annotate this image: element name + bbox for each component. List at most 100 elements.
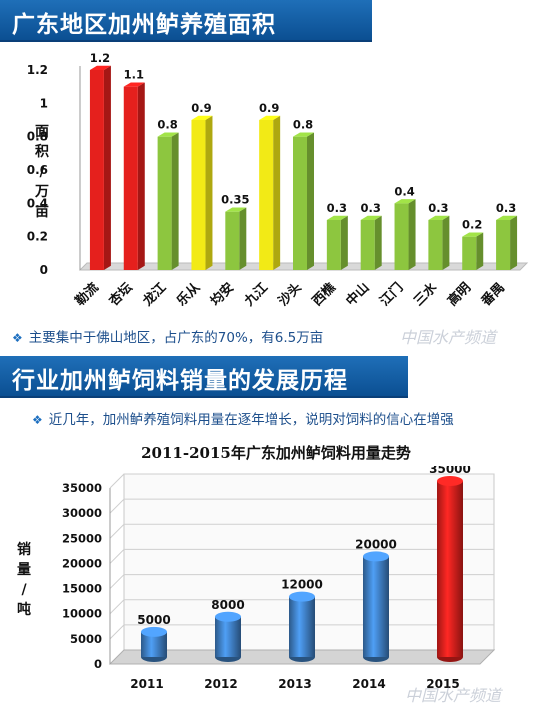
diamond-bullet-icon: ❖ <box>12 331 23 345</box>
bar-side <box>374 215 382 270</box>
y-tick-label: 0 <box>94 657 102 671</box>
bar <box>326 220 341 270</box>
y-axis-label-char: 吨 <box>17 601 31 618</box>
area-note-text: 主要集中于佛山地区，占广东的70%，有6.5万亩 <box>28 330 324 346</box>
bar-top <box>123 82 145 87</box>
data-label: 5000 <box>137 613 170 627</box>
y-axis-label-char: 销 <box>17 541 31 558</box>
area-title-bar: 广东地区加州鲈养殖面积 <box>0 0 372 42</box>
data-label: 0.8 <box>157 118 177 132</box>
x-tick-label: 高明 <box>444 280 474 310</box>
y-axis-label-char: 亩 <box>35 203 49 220</box>
y-tick-label: 0.2 <box>27 230 48 244</box>
bar <box>89 70 104 270</box>
x-tick-label: 2014 <box>352 677 385 691</box>
feed-chart-title: 2011-2015年广东加州鲈饲料用量走势 <box>141 444 411 462</box>
x-tick-label: 龙江 <box>140 280 170 310</box>
data-label: 0.3 <box>496 201 516 215</box>
y-tick-label: 30000 <box>62 506 102 520</box>
y-tick-label: 0.4 <box>27 196 48 210</box>
bar-side <box>103 65 111 270</box>
x-tick-label: 中山 <box>343 280 373 310</box>
x-tick-label: 2015 <box>426 677 459 691</box>
bar <box>496 220 511 270</box>
y-tick-label: 35000 <box>62 481 102 495</box>
data-label: 12000 <box>281 578 323 592</box>
y-tick-label: 0 <box>40 263 48 277</box>
bar-side <box>442 215 450 270</box>
data-label: 20000 <box>355 537 397 551</box>
feed-title: 行业加州鲈饲料销量的发展历程 <box>12 368 348 394</box>
bar <box>363 556 389 657</box>
data-label: 0.4 <box>394 184 414 198</box>
bar <box>360 220 375 270</box>
bar-top <box>360 215 382 220</box>
area-section: 广东地区加州鲈养殖面积 0 0.2 0.4 0.6 0.8 1 1.2 面积 / 万亩 1.2 勒流 1… <box>0 0 552 352</box>
y-axis-label-char: 积 <box>35 143 49 160</box>
bar-top <box>225 207 247 212</box>
bar <box>123 86 138 270</box>
data-label: 0.2 <box>462 218 482 232</box>
bar <box>225 211 240 270</box>
x-tick-label: 沙头 <box>275 280 305 310</box>
bar <box>157 136 172 270</box>
bar-top <box>462 232 484 237</box>
y-tick-label: 1.2 <box>27 63 48 77</box>
x-tick-label: 乐从 <box>174 280 204 310</box>
area-title: 广东地区加州鲈养殖面积 <box>12 12 276 38</box>
bar <box>428 220 443 270</box>
feed-section: 行业加州鲈饲料销量的发展历程 ❖ 近几年，加州鲈养殖饲料用量在逐年增长，说明对饲料… <box>0 356 552 709</box>
watermark: 中国水产频道 <box>400 328 497 347</box>
bar-top <box>259 115 281 120</box>
bar <box>394 203 409 270</box>
bar-side <box>171 132 179 270</box>
x-tick-label: 均安 <box>207 280 237 310</box>
y-tick-label: 10000 <box>62 607 102 621</box>
bar-top <box>191 115 213 120</box>
data-label: 0.8 <box>293 118 313 132</box>
bar-side <box>408 199 416 270</box>
gridline <box>109 498 494 514</box>
bar-top <box>289 591 315 602</box>
bar <box>293 136 307 270</box>
feed-bar-chart: 05000100001500020000250003000035000销量/吨 … <box>17 466 496 691</box>
y-axis-label-char: 面 <box>35 124 49 140</box>
x-tick-label: 2011 <box>130 677 163 691</box>
x-tick-label: 番禺 <box>477 280 507 310</box>
x-tick-label: 2013 <box>278 677 311 691</box>
bar-top <box>89 65 111 70</box>
gridline <box>109 473 494 489</box>
bar <box>289 596 315 657</box>
x-tick-label: 西樵 <box>309 280 339 310</box>
x-tick-label: 2012 <box>204 677 237 691</box>
area-bar-chart: 0 0.2 0.4 0.6 0.8 1 1.2 面积 / 万亩 1.2 勒流 1.1 杏坛 0.8 龙江 0.9… <box>27 51 529 310</box>
bar <box>191 120 206 270</box>
y-tick-label: 0.6 <box>27 163 48 177</box>
bar-top <box>215 611 241 622</box>
bar <box>259 120 274 270</box>
bar-top <box>363 551 389 562</box>
bar <box>215 616 241 657</box>
x-tick-label: 杏坛 <box>106 280 136 310</box>
watermark: 中国水产频道 <box>405 686 502 705</box>
area-note: ❖ 主要集中于佛山地区，占广东的70%，有6.5万亩 <box>12 326 323 346</box>
gridline <box>109 548 494 564</box>
data-label: 8000 <box>211 598 244 612</box>
bar-top <box>496 215 518 220</box>
bar-side <box>510 215 518 270</box>
x-tick-label: 江门 <box>377 280 407 310</box>
bar <box>437 481 463 657</box>
x-tick-label: 三水 <box>411 279 441 309</box>
gridline <box>109 523 494 539</box>
data-label: 0.3 <box>361 201 381 215</box>
bar-side <box>307 132 314 270</box>
data-label: 0.3 <box>428 201 448 215</box>
bar <box>462 236 477 270</box>
bar-top <box>437 476 463 486</box>
bar-side <box>137 82 145 270</box>
feed-note-text: 近几年，加州鲈养殖饲料用量在逐年增长，说明对饲料的信心在增强 <box>48 412 454 428</box>
bar-side <box>239 207 247 270</box>
y-axis-label-char: / <box>39 164 45 180</box>
x-tick-label: 勒流 <box>72 280 102 310</box>
y-tick-label: 15000 <box>62 582 102 596</box>
